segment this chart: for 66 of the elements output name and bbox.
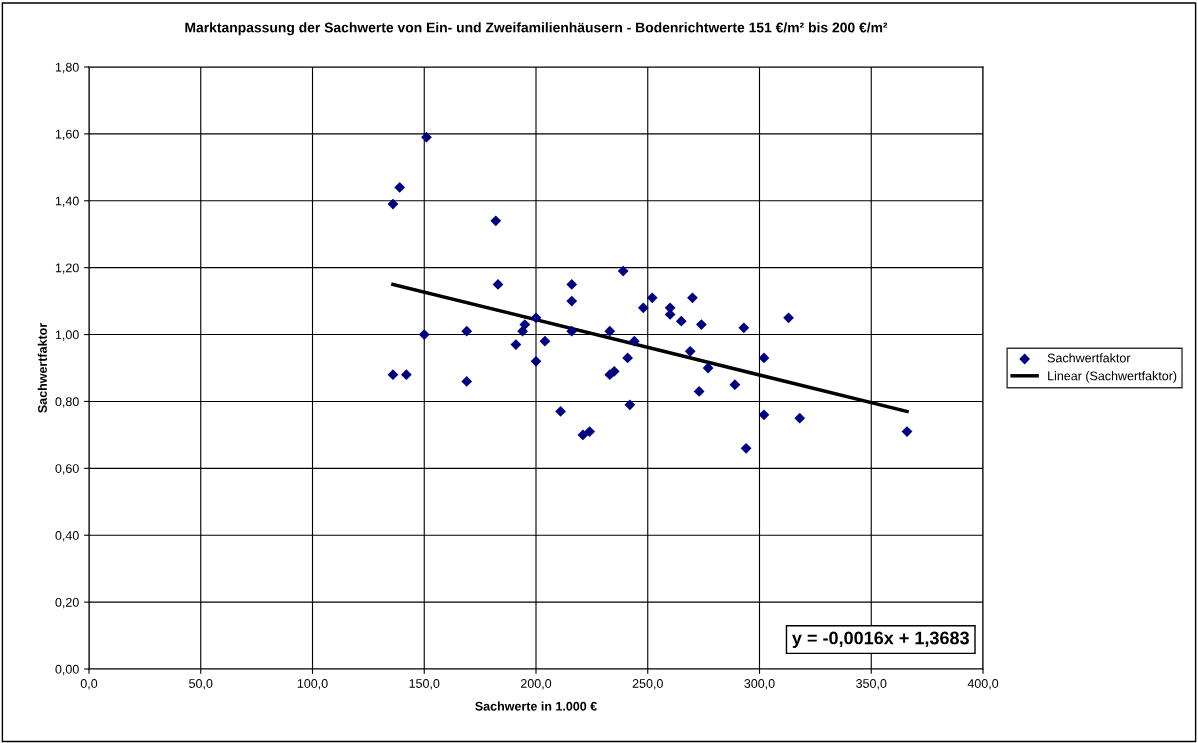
point (530, 312, 542, 324)
point (702, 362, 714, 374)
annotation: y = -0,0016x + 1,3683 (792, 631, 969, 648)
x-tick-label: 350,0 (856, 679, 887, 690)
point (617, 265, 629, 277)
y-tick-label: 1,60 (55, 129, 79, 141)
point (693, 386, 705, 397)
point (729, 379, 741, 391)
point (539, 335, 551, 347)
point (637, 302, 649, 314)
x-axis-title: Sachwerte in 1.000 € (475, 701, 597, 711)
y-tick-label: 1,20 (55, 263, 79, 274)
point (684, 345, 696, 357)
point (510, 339, 522, 350)
point (418, 329, 430, 340)
point (604, 325, 616, 337)
x-tick-label: 250,0 (632, 679, 663, 690)
point (687, 292, 698, 304)
y-tick-label: 1,00 (55, 330, 79, 341)
x-tick-label: 150,0 (409, 679, 440, 690)
y-tick-label: 0,60 (55, 464, 79, 475)
point (461, 376, 473, 387)
point (490, 215, 502, 227)
point (738, 322, 750, 334)
point (584, 426, 596, 437)
x-tick-label: 200,0 (520, 679, 552, 690)
point (387, 198, 399, 210)
point (421, 131, 432, 143)
x-tick-label: 50,0 (189, 679, 213, 690)
x-tick-label: 100,0 (297, 679, 328, 690)
point (492, 279, 504, 290)
point (387, 369, 399, 381)
point (624, 399, 636, 411)
y-tick-label: 0,00 (55, 664, 79, 676)
point (696, 319, 707, 330)
x-tick-label: 0,0 (80, 679, 98, 690)
point (577, 429, 589, 441)
x-tick-label: 300,0 (744, 679, 775, 690)
chart-title: Marktanpassung der Sachwerte von Ein- und Zweifamilienhäusern - Bodenrichtwerte 151 €/m² bis 200 €/m² (185, 22, 888, 36)
point (566, 325, 578, 337)
point (461, 325, 473, 337)
point (530, 355, 542, 367)
x-tick-label: 400,0 (967, 679, 999, 690)
point (394, 182, 406, 193)
y-tick-label: 0,80 (55, 397, 79, 408)
point (783, 312, 794, 324)
legend-label: Sachwertfaktor (1047, 353, 1131, 363)
point (519, 319, 531, 330)
y-tick-label: 0,20 (55, 597, 79, 609)
y-tick-label: 1,80 (55, 62, 79, 74)
point (555, 406, 566, 417)
point (758, 352, 770, 364)
y-tick-label: 1,40 (55, 196, 79, 207)
point (622, 352, 634, 364)
y-axis-title: Sachwertfaktor (37, 323, 47, 413)
point (675, 315, 687, 327)
point (566, 295, 578, 307)
point (400, 369, 412, 381)
y-tick-label: 0,40 (55, 531, 79, 542)
point (566, 279, 578, 290)
point (646, 292, 658, 304)
point (758, 409, 770, 421)
legend-label: Linear (Sachwertfaktor) (1048, 371, 1177, 383)
point (628, 335, 640, 347)
point (794, 412, 806, 424)
point (740, 442, 752, 454)
